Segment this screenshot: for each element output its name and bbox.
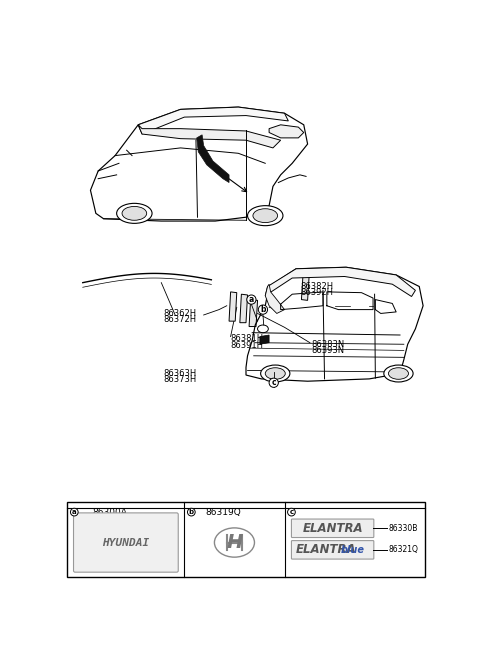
- Circle shape: [288, 508, 295, 516]
- FancyBboxPatch shape: [73, 513, 178, 572]
- Text: blue: blue: [341, 545, 365, 555]
- Text: 86330B: 86330B: [388, 524, 418, 533]
- Ellipse shape: [248, 206, 283, 226]
- Text: HYUNDAI: HYUNDAI: [102, 538, 149, 548]
- Polygon shape: [240, 294, 248, 323]
- Text: 86363H: 86363H: [164, 369, 197, 378]
- Text: ELANTRA: ELANTRA: [296, 544, 357, 556]
- Text: a: a: [249, 295, 254, 304]
- Text: 86383N: 86383N: [312, 340, 345, 348]
- Text: 86391H: 86391H: [230, 341, 264, 350]
- Text: b: b: [260, 305, 266, 314]
- Ellipse shape: [388, 367, 408, 379]
- FancyBboxPatch shape: [291, 540, 374, 559]
- Polygon shape: [229, 292, 237, 321]
- Text: 86381H: 86381H: [230, 334, 264, 343]
- Text: c: c: [271, 378, 276, 387]
- Polygon shape: [138, 125, 281, 148]
- Polygon shape: [269, 125, 304, 138]
- Text: a: a: [72, 509, 77, 515]
- Text: 86382H: 86382H: [300, 282, 333, 291]
- Polygon shape: [301, 275, 309, 301]
- Polygon shape: [265, 284, 285, 314]
- Text: c: c: [289, 509, 293, 515]
- Text: 86362H: 86362H: [164, 309, 197, 318]
- Text: H: H: [226, 533, 242, 552]
- Polygon shape: [260, 335, 269, 345]
- Text: b: b: [189, 509, 194, 515]
- Text: 86300A: 86300A: [92, 508, 127, 517]
- Ellipse shape: [265, 367, 285, 379]
- Polygon shape: [197, 135, 229, 183]
- Polygon shape: [249, 299, 258, 327]
- Text: ELANTRA: ELANTRA: [302, 522, 363, 534]
- Circle shape: [247, 295, 256, 304]
- Text: 86321Q: 86321Q: [388, 546, 419, 554]
- Ellipse shape: [384, 365, 413, 382]
- Ellipse shape: [122, 206, 147, 220]
- Ellipse shape: [117, 203, 152, 223]
- Text: 86392H: 86392H: [300, 288, 333, 297]
- Circle shape: [269, 378, 278, 387]
- Text: 86372H: 86372H: [164, 315, 197, 324]
- Ellipse shape: [253, 209, 277, 223]
- Text: 86393N: 86393N: [312, 346, 345, 355]
- Text: 86319Q: 86319Q: [205, 508, 241, 517]
- Polygon shape: [265, 267, 415, 297]
- Circle shape: [188, 508, 195, 516]
- Polygon shape: [138, 107, 288, 134]
- Text: 86373H: 86373H: [164, 375, 197, 384]
- Circle shape: [71, 508, 78, 516]
- Ellipse shape: [261, 365, 290, 382]
- FancyBboxPatch shape: [291, 519, 374, 538]
- Circle shape: [258, 305, 267, 314]
